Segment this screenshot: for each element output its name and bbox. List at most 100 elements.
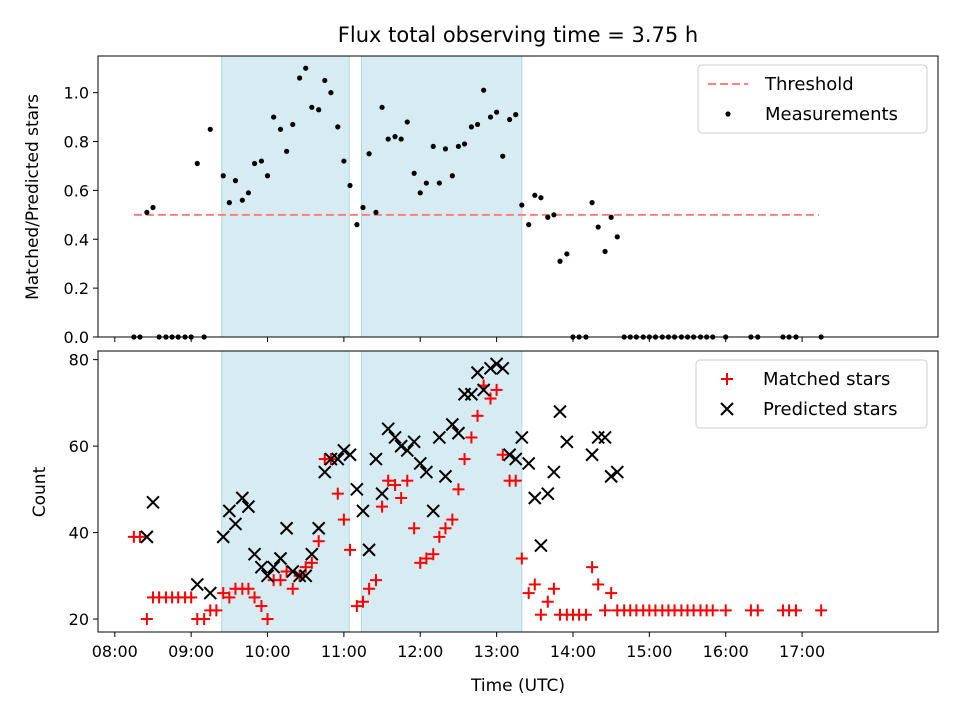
matched-star-point (408, 522, 421, 535)
measurements-legend-marker (725, 111, 731, 117)
matched-star-point (401, 474, 414, 487)
measurement-point (264, 173, 271, 179)
measurement-point (500, 153, 506, 159)
matched-star-point (471, 409, 484, 422)
y-tick-label: 60 (69, 437, 89, 456)
measurement-point (545, 214, 551, 220)
predicted-star-point (515, 430, 529, 445)
predicted-star-point (235, 491, 250, 505)
measurement-point (608, 214, 614, 220)
count-panel: 20 40 60 80 08:00 09:00 10:00 11:00 12:00 13:00 1… (30, 350, 939, 696)
predicted-star-point (228, 517, 243, 531)
matched-star-point (433, 530, 446, 543)
x-tick-label: 11:00 (321, 642, 367, 661)
measurement-point (468, 124, 475, 130)
ratio-panel-frame (97, 55, 939, 338)
measurement-point (602, 248, 608, 255)
matched-star-point (389, 479, 402, 492)
measurement-point (226, 200, 232, 206)
predicted-star-point (305, 547, 319, 561)
measurement-point (303, 65, 309, 71)
measurement-point (487, 114, 494, 120)
matched-star-point (414, 556, 427, 569)
predicted-star-point (350, 482, 364, 497)
matched-star-point (331, 487, 344, 500)
predicted-star-point (362, 543, 376, 557)
measurement-point (614, 234, 620, 240)
measurement-point (354, 222, 360, 228)
x-tick-label: 10:00 (244, 642, 290, 661)
matched-star-point (515, 552, 528, 565)
matched-star-point (356, 595, 369, 608)
matched-star-point (452, 483, 465, 496)
predicted-star-point (286, 564, 300, 579)
predicted-star-point (438, 469, 453, 484)
matched-star-point (534, 608, 547, 621)
y-tick-label: 80 (69, 351, 89, 370)
measurement-point (392, 134, 398, 140)
measurement-point (481, 87, 487, 93)
predicted-star-point (432, 430, 447, 445)
measurement-point (404, 119, 410, 125)
measurement-point (335, 124, 341, 130)
measurement-point (461, 141, 468, 147)
y-tick-label: 0.2 (64, 279, 89, 298)
measurement-point (551, 212, 557, 218)
predicted-star-point (190, 577, 204, 592)
measurement-point (245, 190, 252, 196)
predicted-star-point (489, 357, 504, 371)
measurement-point (220, 173, 226, 179)
predicted-star-point (273, 551, 288, 566)
measurement-point (526, 222, 532, 228)
predicted-star-point (311, 521, 326, 535)
threshold-legend-label: Threshold (764, 74, 854, 95)
predicted-star-point (140, 530, 154, 544)
matched-star-point (376, 500, 389, 513)
matched-star-point (305, 556, 318, 569)
matched-star-point (547, 582, 560, 595)
measurement-point (532, 192, 538, 198)
predicted-star-point (407, 435, 421, 449)
observing-window-1 (221, 55, 350, 338)
predicted-legend-marker (720, 402, 734, 416)
ratio-legend-box (697, 64, 928, 134)
matched-star-point (599, 604, 612, 617)
measurement-point (239, 197, 245, 203)
predicted-star-point (591, 430, 605, 445)
matched-star-point (446, 513, 459, 526)
predicted-star-point (343, 448, 357, 462)
predicted-star-point (521, 456, 536, 471)
measurement-point (290, 121, 296, 128)
predicted-star-point (553, 404, 567, 419)
predicted-star-point (470, 365, 485, 380)
measurement-point (385, 136, 391, 142)
matched-star-point (217, 587, 230, 600)
measurement-point (258, 158, 265, 164)
predicted-star-point (337, 443, 351, 458)
measurement-point (360, 204, 366, 211)
matched-star-point (427, 548, 440, 561)
measurement-point (513, 112, 519, 118)
matched-star-point (223, 591, 236, 604)
measurement-point (423, 180, 429, 186)
matched-star-point (261, 613, 274, 626)
matched-star-point (706, 604, 719, 617)
predicted-star-point (604, 469, 618, 484)
matched-star-point (484, 392, 497, 405)
measurement-point (150, 204, 156, 211)
predicted-star-point (400, 443, 414, 458)
matched-star-point (528, 578, 541, 591)
y-tick-label: 0.6 (64, 181, 89, 200)
predicted-star-point (445, 417, 460, 432)
predicted-star-point (254, 560, 269, 574)
x-tick-label: 08:00 (92, 642, 138, 661)
measurement-point (449, 173, 455, 179)
measurement-point (538, 195, 544, 201)
predicted-star-point (375, 486, 389, 501)
matched-star-point (280, 565, 293, 578)
predicted-star-point (331, 452, 345, 466)
matched-star-point (198, 613, 211, 626)
predicted-legend-label: Predicted stars (763, 399, 897, 420)
predicted-star-point (241, 499, 256, 514)
